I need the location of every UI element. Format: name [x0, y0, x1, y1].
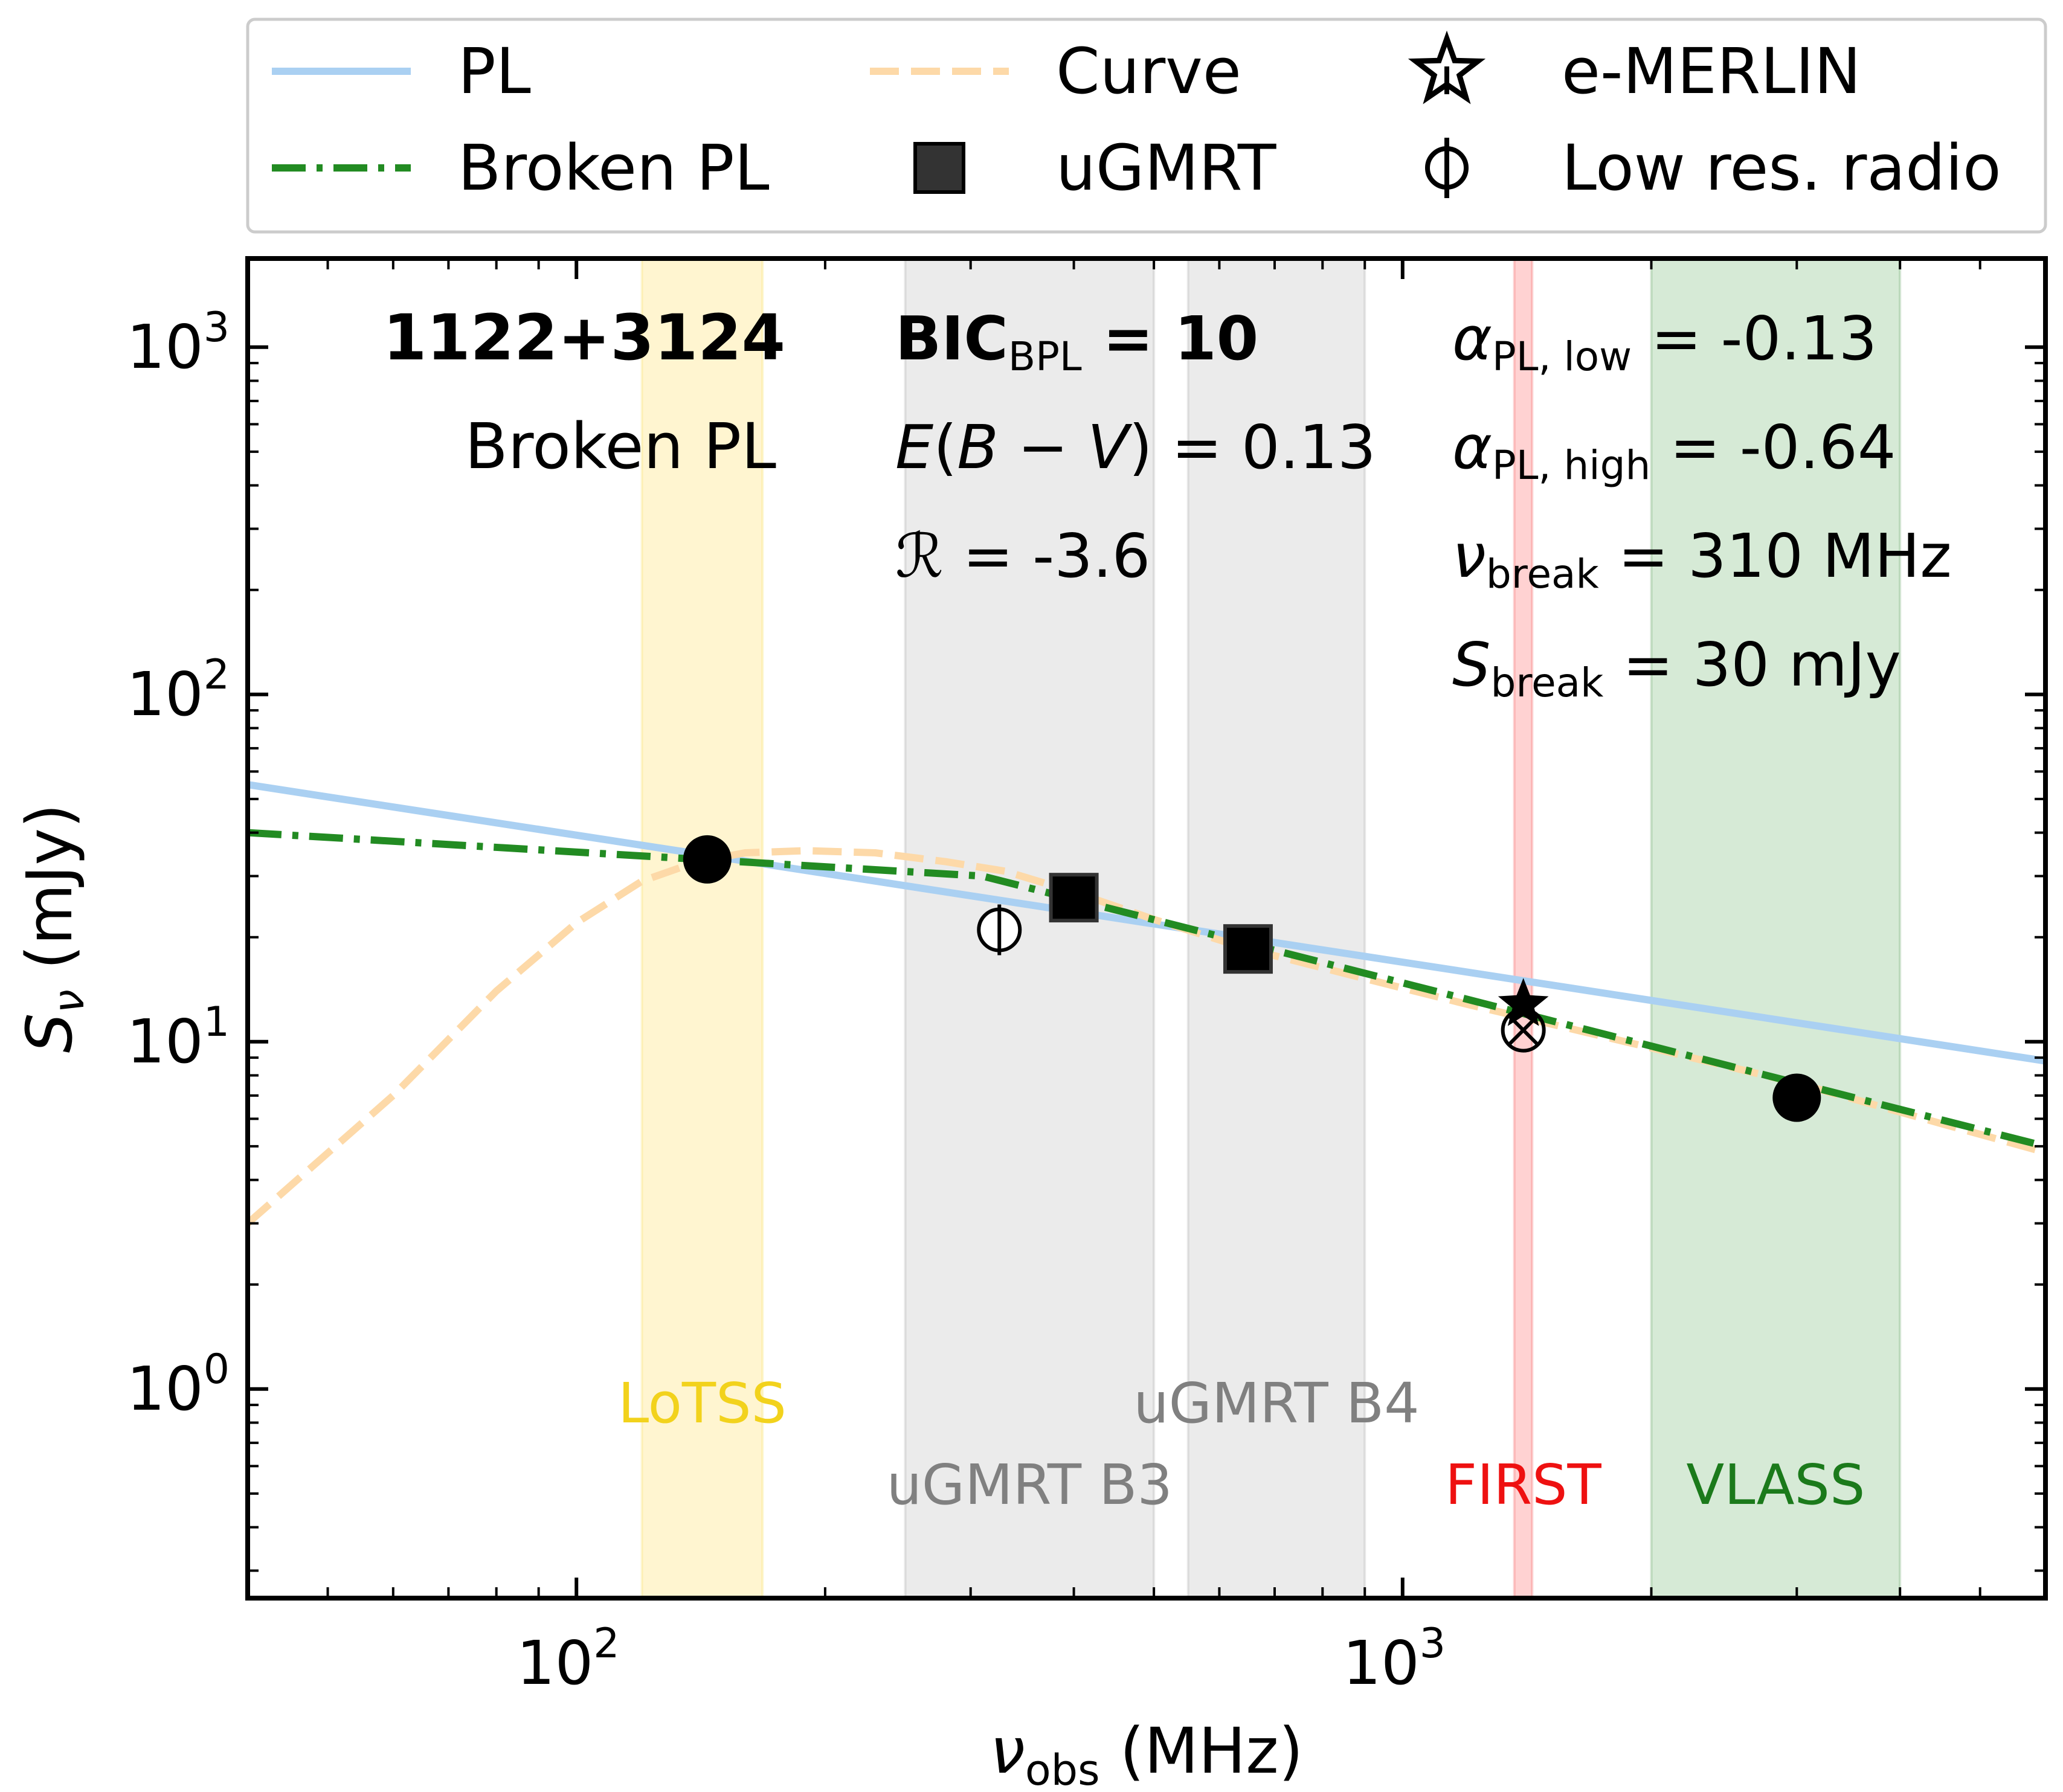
r-annotation: ℛ = -3.6 — [895, 521, 1150, 591]
band-vlass — [1651, 259, 1900, 1598]
alpha-low-annotation: αPL, low = -0.13 — [1452, 303, 1877, 380]
point-first — [1501, 1007, 1546, 1053]
point-e-merlin — [1498, 978, 1549, 1026]
legend-entry: uGMRT — [913, 131, 1276, 205]
band-first — [1514, 259, 1533, 1598]
y-tick-label: 103 — [126, 304, 230, 382]
y-tick-label: 102 — [126, 651, 230, 730]
bic-annotation: BICBPL = 10 — [895, 303, 1258, 380]
model-name: Broken PL — [465, 409, 776, 483]
band-ugmrt-b4 — [1188, 259, 1365, 1598]
y-tick-label: 101 — [126, 998, 230, 1077]
point-ugmrt-b3 — [1049, 873, 1099, 923]
legend-entry: e-MERLIN — [1408, 30, 1861, 108]
legend-label: PL — [458, 34, 531, 108]
marker-ring — [1501, 1007, 1546, 1053]
series-pl — [248, 781, 2045, 1065]
ticks-layer: 102 103 100 101 102 103 — [126, 259, 2047, 1698]
legend-swatch-square — [913, 142, 965, 194]
x-axis-label: νobs (MHz) — [990, 1714, 1304, 1792]
plot-area: 102 103 100 101 102 103 LoTSS uGMRT B3 uGMRT B4… — [126, 256, 2048, 1698]
legend-entry: PL — [272, 34, 531, 108]
point-low-res-radio — [977, 904, 1022, 955]
band-ugmrt-b3 — [905, 259, 1154, 1598]
legend-label: Curve — [1056, 34, 1241, 108]
lines-layer — [248, 781, 2045, 1227]
point-ugmrt-b4 — [1223, 924, 1273, 974]
legend-label: Low res. radio — [1562, 131, 2001, 205]
legend-label: Broken PL — [458, 131, 770, 205]
point-vlass — [1772, 1073, 1821, 1122]
point-lotss — [683, 835, 732, 884]
legend: PL Curve e-MERLIN Broken PL uGMRT Low res. ra… — [246, 18, 2047, 234]
bands-layer — [640, 259, 1902, 1598]
y-tick-label: 100 — [126, 1346, 230, 1424]
nu-break-annotation: νbreak = 310 MHz — [1452, 521, 1952, 597]
object-name: 1122+3124 — [383, 301, 785, 374]
legend-entry: Low res. radio — [1425, 131, 2001, 205]
series-broken-pl — [248, 829, 2045, 1150]
band-label: VLASS — [1686, 1453, 1865, 1517]
band-label: LoTSS — [618, 1371, 787, 1436]
x-tick-label: 103 — [1343, 1620, 1446, 1698]
marker-cross — [1508, 1015, 1538, 1045]
y-axis-label: Sν (mJy) — [13, 804, 94, 1053]
legend-entry: Broken PL — [272, 131, 770, 205]
s-break-annotation: Sbreak = 30 mJy — [1452, 629, 1901, 706]
legend-label: e-MERLIN — [1562, 34, 1861, 108]
legend-frame — [246, 18, 2047, 234]
points-layer — [683, 835, 1821, 1122]
band-label: uGMRT B3 — [887, 1453, 1173, 1517]
legend-label: uGMRT — [1056, 131, 1276, 205]
band-label: FIRST — [1445, 1453, 1601, 1517]
plot-frame — [245, 256, 2048, 1601]
alpha-high-annotation: αPL, high = -0.64 — [1452, 412, 1896, 489]
band-labels-layer: LoTSS uGMRT B3 uGMRT B4 FIRST VLASS — [618, 1371, 1865, 1517]
band-lotss — [642, 259, 763, 1598]
ebv-annotation: E(B − V) = 0.13 — [895, 412, 1376, 483]
series-curve — [248, 847, 2045, 1227]
band-label: uGMRT B4 — [1133, 1371, 1419, 1436]
annotations: 1122+3124 Broken PL BICBPL = 10 E(B − V)… — [383, 301, 1952, 706]
x-tick-label: 102 — [517, 1620, 620, 1698]
legend-entry: Curve — [870, 34, 1241, 108]
